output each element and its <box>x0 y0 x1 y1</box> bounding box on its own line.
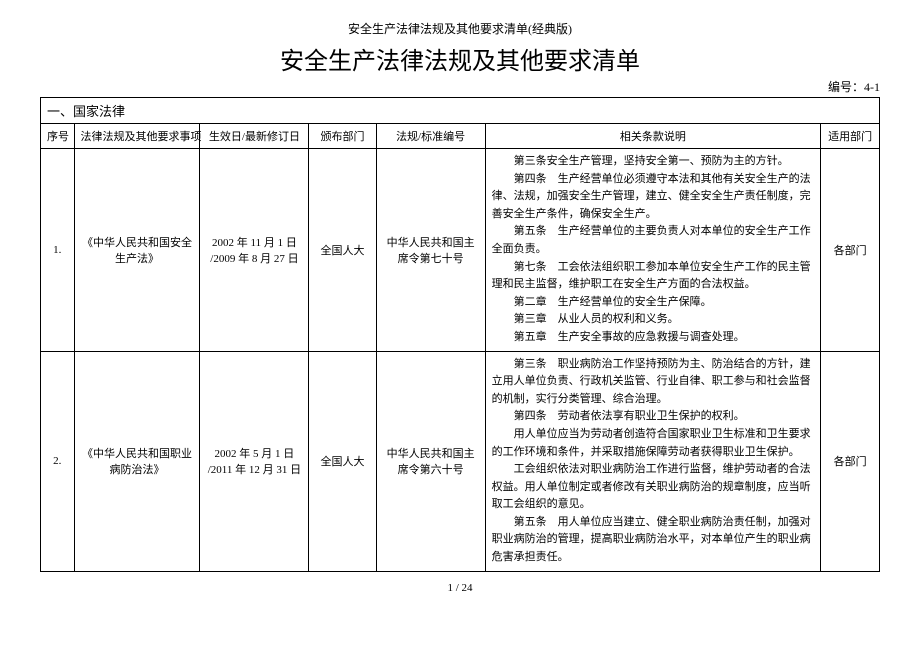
cell-idx: 1. <box>41 149 75 352</box>
desc-line: 第四条 劳动者依法享有职业卫生保护的权利。 <box>492 408 815 426</box>
table-row: 1.《中华人民共和国安全生产法》2002 年 11 月 1 日 /2009 年 … <box>41 149 880 352</box>
col-dept: 颁布部门 <box>309 124 376 149</box>
cell-date: 2002 年 5 月 1 日 /2011 年 12 月 31 日 <box>200 351 309 571</box>
page-title: 安全生产法律法规及其他要求清单 <box>40 41 880 76</box>
desc-line: 工会组织依法对职业病防治工作进行监督，维护劳动者的合法权益。用人单位制定或者修改… <box>492 461 815 514</box>
cell-name: 《中华人民共和国安全生产法》 <box>74 149 200 352</box>
desc-line: 第三章 从业人员的权利和义务。 <box>492 311 815 329</box>
desc-line: 第五条 用人单位应当建立、健全职业病防治责任制，加强对职业病防治的管理，提高职业… <box>492 514 815 567</box>
desc-line: 第四条 生产经营单位必须遵守本法和其他有关安全生产的法律、法规，加强安全生产管理… <box>492 171 815 224</box>
table-body: 1.《中华人民共和国安全生产法》2002 年 11 月 1 日 /2009 年 … <box>41 149 880 572</box>
cell-dept: 全国人大 <box>309 351 376 571</box>
cell-dept: 全国人大 <box>309 149 376 352</box>
document-number: 编号：4-1 <box>40 78 880 95</box>
table-header-row: 序号 法律法规及其他要求事项 生效日/最新修订日 颁布部门 法规/标准编号 相关… <box>41 124 880 149</box>
cell-code: 中华人民共和国主席令第六十号 <box>376 351 485 571</box>
desc-line: 第五章 生产安全事故的应急救援与调查处理。 <box>492 329 815 347</box>
desc-line: 第三条 职业病防治工作坚持预防为主、防治结合的方针，建立用人单位负责、行政机关监… <box>492 356 815 409</box>
desc-line: 第三条安全生产管理，坚持安全第一、预防为主的方针。 <box>492 153 815 171</box>
desc-line: 用人单位应当为劳动者创造符合国家职业卫生标准和卫生要求的工作环境和条件，并采取措… <box>492 426 815 461</box>
laws-table: 序号 法律法规及其他要求事项 生效日/最新修订日 颁布部门 法规/标准编号 相关… <box>40 123 880 572</box>
page-footer: 1 / 24 <box>40 582 880 594</box>
cell-code: 中华人民共和国主席令第七十号 <box>376 149 485 352</box>
cell-desc: 第三条 职业病防治工作坚持预防为主、防治结合的方针，建立用人单位负责、行政机关监… <box>485 351 821 571</box>
cell-name: 《中华人民共和国职业病防治法》 <box>74 351 200 571</box>
col-idx: 序号 <box>41 124 75 149</box>
cell-apply: 各部门 <box>821 149 880 352</box>
col-date: 生效日/最新修订日 <box>200 124 309 149</box>
header-small: 安全生产法律法规及其他要求清单(经典版) <box>40 20 880 37</box>
cell-desc: 第三条安全生产管理，坚持安全第一、预防为主的方针。第四条 生产经营单位必须遵守本… <box>485 149 821 352</box>
section-heading: 一、国家法律 <box>40 97 880 123</box>
desc-line: 第五条 生产经营单位的主要负责人对本单位的安全生产工作全面负责。 <box>492 223 815 258</box>
col-code: 法规/标准编号 <box>376 124 485 149</box>
desc-line: 第七条 工会依法组织职工参加本单位安全生产工作的民主管理和民主监督，维护职工在安… <box>492 259 815 294</box>
col-apply: 适用部门 <box>821 124 880 149</box>
cell-idx: 2. <box>41 351 75 571</box>
table-row: 2.《中华人民共和国职业病防治法》2002 年 5 月 1 日 /2011 年 … <box>41 351 880 571</box>
cell-apply: 各部门 <box>821 351 880 571</box>
cell-date: 2002 年 11 月 1 日 /2009 年 8 月 27 日 <box>200 149 309 352</box>
col-desc: 相关条款说明 <box>485 124 821 149</box>
col-name: 法律法规及其他要求事项 <box>74 124 200 149</box>
desc-line: 第二章 生产经营单位的安全生产保障。 <box>492 294 815 312</box>
